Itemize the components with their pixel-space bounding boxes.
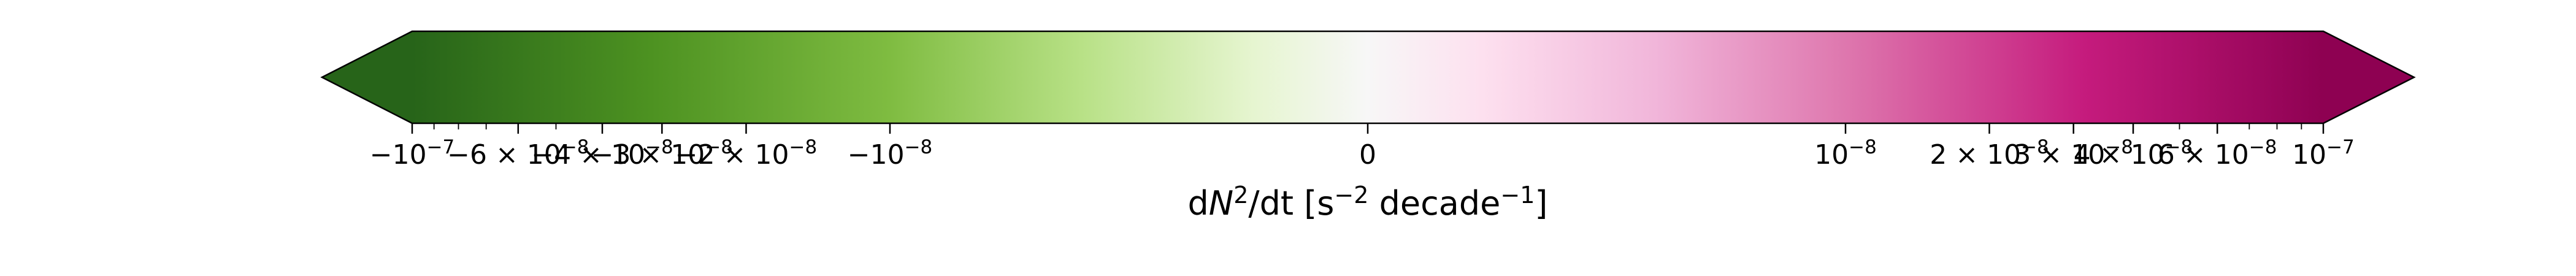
colorbar-extend-max <box>2323 31 2414 123</box>
colorbar-body <box>412 31 2323 123</box>
tick-label-4: −2 × 10−8 <box>675 136 817 171</box>
tick-label-10: 4 × 10−8 <box>2074 136 2193 171</box>
tick-label-1: −6 × 10−8 <box>447 136 589 171</box>
colorbar-extend-min <box>322 31 412 123</box>
tick-label-3: −3 × 10−8 <box>591 136 733 171</box>
colorbar-major-ticks <box>411 123 2325 134</box>
colorbar-minor-ticks <box>433 123 2302 129</box>
tick-label-9: 3 × 10−8 <box>2014 136 2133 171</box>
tick-label-8: 2 × 10−8 <box>1930 136 2049 171</box>
tick-label-6: 0 <box>1359 139 1376 171</box>
tick-label-11: 6 × 10−8 <box>2158 136 2277 171</box>
tick-label-7: 10−8 <box>1814 136 1877 171</box>
colorbar-axis-label: dN2/dt [s−2 decade−1] <box>1188 182 1548 223</box>
tick-label-5: −10−8 <box>848 136 933 171</box>
tick-label-12: 10−7 <box>2292 136 2355 171</box>
tick-label-0: −10−7 <box>370 136 455 171</box>
tick-label-2: −4 × 10−8 <box>531 136 673 171</box>
colorbar-tick-labels: −10−7−6 × 10−8−4 × 10−8−3 × 10−8−2 × 10−… <box>370 136 2355 171</box>
